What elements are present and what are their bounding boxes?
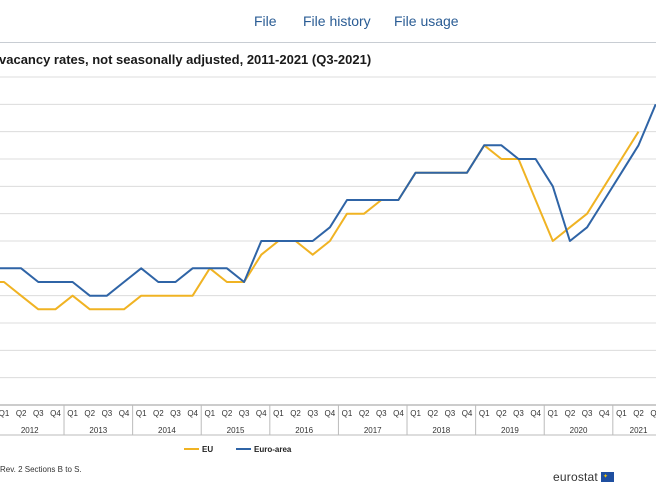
x-tick-label: Q1 (342, 409, 353, 418)
tab-file-history[interactable]: File history (303, 13, 371, 29)
x-axis: Q1 Q2 Q3 Q4 Q1 Q2 Q3 Q4 Q1 Q2 Q3 Q4 Q1 Q2 Q3 Q4 Q1 Q2 Q3 Q4… (0, 404, 656, 436)
chart-title: vacancy rates, not seasonally adjusted, … (0, 52, 372, 67)
legend-label-eu: EU (202, 445, 213, 454)
year-label: 2019 (501, 426, 519, 435)
year-label: 2016 (295, 426, 313, 435)
eurostat-logo: eurostat ✦ (553, 470, 614, 484)
x-tick-label: Q2 (153, 409, 164, 418)
x-tick-label: Q4 (530, 409, 541, 418)
x-tick-label: Q1 (547, 409, 558, 418)
series-line-euro-area (0, 103, 656, 297)
x-tick-label: Q2 (359, 409, 370, 418)
x-tick-label: Q1 (479, 409, 490, 418)
x-tick-label: Q3 (376, 409, 387, 418)
logo-text: eurostat (553, 470, 598, 484)
year-label: 2014 (158, 426, 176, 435)
x-tick-label: Q4 (187, 409, 198, 418)
x-tick-label: Q2 (290, 409, 301, 418)
x-tick-label: Q2 (222, 409, 233, 418)
tab-file-usage[interactable]: File usage (394, 13, 459, 29)
x-tick-label: Q3 (102, 409, 113, 418)
x-tick-label: Q1 (136, 409, 147, 418)
series-line-eu (0, 131, 640, 311)
x-tick-label: Q3 (445, 409, 456, 418)
x-tick-label: Q1 (273, 409, 284, 418)
x-tick-label: Q2 (427, 409, 438, 418)
x-tick-label: Q3 (307, 409, 318, 418)
legend: EU Euro-area (184, 445, 292, 454)
x-tick-label: Q4 (325, 409, 336, 418)
x-tick-label: Q3 (582, 409, 593, 418)
x-tick-label: Q4 (50, 409, 61, 418)
year-label: 2021 (630, 426, 648, 435)
x-tick-label: Q4 (462, 409, 473, 418)
tabs-bar: File File history File usage (0, 0, 656, 43)
eu-flag-icon: ✦ (600, 472, 614, 482)
x-tick-label: Q4 (393, 409, 404, 418)
footnote: Rev. 2 Sections B to S. (0, 465, 82, 474)
x-tick-label: Q4 (119, 409, 130, 418)
year-label: 2012 (21, 426, 39, 435)
x-tick-label: Q3 (513, 409, 524, 418)
x-tick-label: Q1 (616, 409, 627, 418)
legend-label-euro-area: Euro-area (254, 445, 292, 454)
x-tick-label: Q1 (410, 409, 421, 418)
series-lines (0, 103, 656, 311)
x-tick-label: Q2 (633, 409, 644, 418)
x-tick-label: Q3 (650, 409, 656, 418)
year-label: 2020 (570, 426, 588, 435)
gridlines (0, 76, 656, 379)
x-tick-label: Q2 (16, 409, 27, 418)
x-tick-label: Q2 (496, 409, 507, 418)
x-tick-label: Q4 (256, 409, 267, 418)
x-tick-label: Q1 (0, 409, 10, 418)
x-tick-label: Q3 (239, 409, 250, 418)
year-label: 2017 (364, 426, 382, 435)
x-tick-label: Q1 (204, 409, 215, 418)
x-tick-label: Q4 (599, 409, 610, 418)
x-tick-label: Q2 (84, 409, 95, 418)
x-tick-label: Q3 (170, 409, 181, 418)
x-tick-label: Q3 (33, 409, 44, 418)
tab-file[interactable]: File (254, 13, 277, 29)
x-tick-label: Q2 (565, 409, 576, 418)
year-label: 2015 (227, 426, 245, 435)
year-label: 2018 (432, 426, 450, 435)
x-tick-label: Q1 (67, 409, 78, 418)
year-label: 2013 (89, 426, 107, 435)
